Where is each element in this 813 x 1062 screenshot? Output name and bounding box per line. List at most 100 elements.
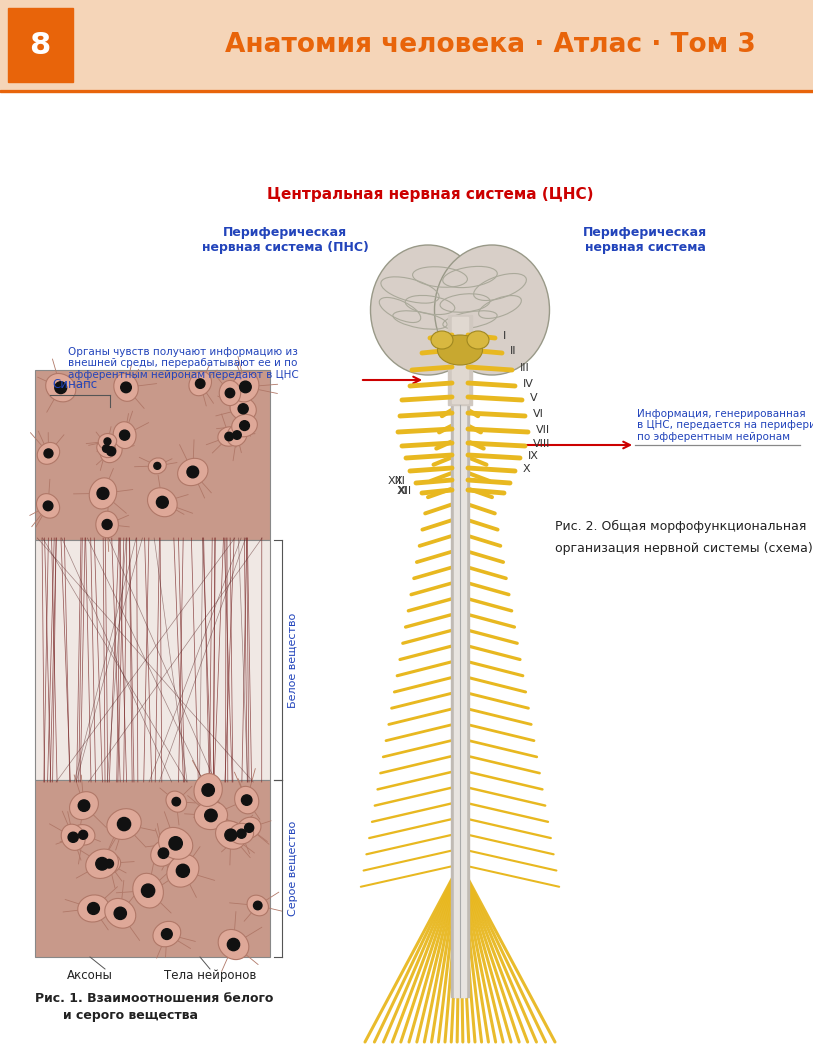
Ellipse shape [96,511,119,537]
Ellipse shape [227,424,247,446]
Ellipse shape [78,800,89,811]
Ellipse shape [88,903,99,914]
Ellipse shape [247,895,268,915]
Text: Серое вещество: Серое вещество [288,821,298,917]
Ellipse shape [70,791,98,820]
Ellipse shape [437,335,482,365]
Text: III: III [520,363,530,373]
Ellipse shape [46,374,76,401]
Ellipse shape [54,381,67,394]
Ellipse shape [72,824,95,845]
Text: IX: IX [528,451,539,461]
Ellipse shape [133,873,163,908]
Ellipse shape [218,929,249,960]
Bar [35,780,270,957]
Ellipse shape [43,501,53,511]
Ellipse shape [147,487,177,517]
Ellipse shape [434,245,550,375]
Ellipse shape [159,827,193,859]
Ellipse shape [107,447,115,456]
Ellipse shape [89,478,117,509]
Text: Центральная нервная система (ЦНС): Центральная нервная система (ЦНС) [267,188,593,203]
Text: XI: XI [397,486,408,496]
Ellipse shape [229,823,254,844]
Ellipse shape [237,817,261,838]
Ellipse shape [177,459,208,485]
Ellipse shape [79,830,88,839]
Ellipse shape [104,438,111,445]
Ellipse shape [105,898,136,928]
Ellipse shape [37,443,59,464]
Ellipse shape [44,449,53,458]
Ellipse shape [241,794,252,805]
Ellipse shape [102,445,110,452]
Ellipse shape [187,466,198,478]
Ellipse shape [98,433,116,449]
Ellipse shape [235,786,259,813]
Ellipse shape [205,809,217,822]
Text: XII: XII [398,486,412,496]
Text: Тела нейронов: Тела нейронов [163,969,256,982]
Ellipse shape [114,374,138,401]
Ellipse shape [61,824,85,851]
Text: VII: VII [536,425,550,435]
Ellipse shape [169,837,182,850]
Text: X: X [523,464,531,474]
Ellipse shape [113,422,136,448]
Ellipse shape [105,859,114,868]
Ellipse shape [225,829,237,841]
Ellipse shape [194,773,222,806]
Ellipse shape [159,847,168,858]
Text: I: I [503,331,506,341]
Text: Анатомия человека · Атлас · Том 3: Анатомия человека · Атлас · Том 3 [224,32,755,58]
Ellipse shape [233,431,241,440]
Ellipse shape [156,496,168,509]
Text: Рис. 1. Взаимоотношения белого: Рис. 1. Взаимоотношения белого [35,992,273,1005]
Ellipse shape [176,864,189,877]
Text: VIII: VIII [533,439,550,449]
Bar [0,90,813,92]
Ellipse shape [225,389,235,398]
Text: Информация, генерированная
в ЦНС, передается на периферию
по эфферентным нейрона: Информация, генерированная в ЦНС, переда… [637,409,813,442]
Ellipse shape [166,791,186,812]
Ellipse shape [240,421,250,430]
Ellipse shape [98,854,120,874]
Bar [454,405,466,997]
Bar [451,405,469,997]
Bar [35,370,270,539]
Ellipse shape [97,487,109,499]
Text: Периферическая
нервная система: Периферическая нервная система [583,226,707,254]
Ellipse shape [85,849,119,878]
Text: XI: XI [395,476,406,486]
Ellipse shape [117,818,131,830]
Text: V: V [530,393,537,402]
Ellipse shape [78,895,109,922]
Ellipse shape [431,331,453,349]
Ellipse shape [467,331,489,349]
Bar [8,8,73,82]
Ellipse shape [194,801,228,829]
Bar [452,316,468,402]
Ellipse shape [162,928,172,940]
Ellipse shape [121,382,132,393]
Ellipse shape [96,857,108,870]
Ellipse shape [189,372,211,396]
Ellipse shape [172,798,180,806]
Ellipse shape [153,922,180,947]
Text: II: II [510,346,516,356]
Ellipse shape [371,245,485,375]
Ellipse shape [102,519,112,530]
Text: Синапс: Синапс [52,378,97,391]
Bar [448,315,472,405]
Ellipse shape [195,379,205,389]
Text: организация нервной системы (схема): организация нервной системы (схема) [555,542,813,555]
Ellipse shape [107,808,141,839]
Text: и серого вещества: и серого вещества [63,1009,198,1022]
Ellipse shape [228,939,240,950]
Ellipse shape [100,440,122,463]
Ellipse shape [154,462,161,469]
Ellipse shape [150,840,176,867]
Text: Рис. 2. Общая морфофункциональная: Рис. 2. Общая морфофункциональная [555,520,806,533]
Ellipse shape [232,414,258,436]
Text: XII: XII [388,476,402,486]
